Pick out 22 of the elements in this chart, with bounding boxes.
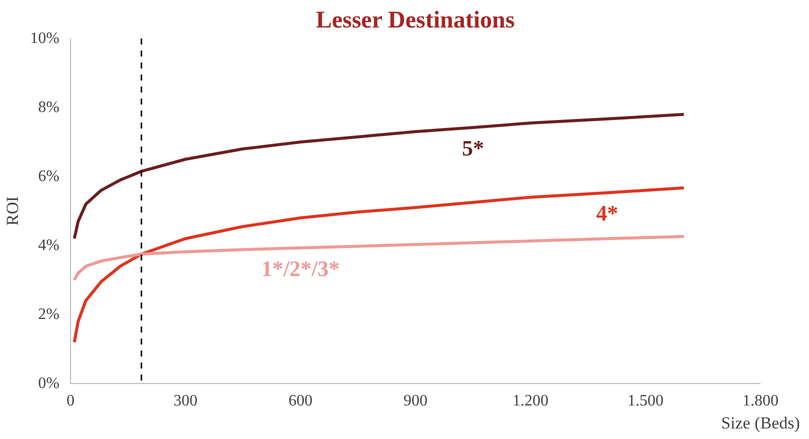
x-tick-label: 300 bbox=[174, 392, 198, 410]
chart-title: Lesser Destinations bbox=[316, 8, 515, 34]
x-tick-label: 1.500 bbox=[628, 392, 664, 410]
y-tick-label: 10% bbox=[30, 30, 60, 47]
series-label: 1*/2*/3* bbox=[261, 256, 340, 281]
y-tick-label: 0% bbox=[38, 375, 60, 392]
line-series bbox=[72, 112, 686, 240]
series-label: 5* bbox=[462, 136, 484, 161]
line-series bbox=[72, 186, 686, 344]
series-label: 4* bbox=[596, 200, 618, 226]
x-tick-label: 1.200 bbox=[512, 392, 548, 410]
y-tick-label: 4% bbox=[38, 237, 60, 254]
y-tick-label: 6% bbox=[38, 168, 60, 185]
x-tick-label: 1.800 bbox=[742, 392, 778, 410]
y-tick-label: 2% bbox=[38, 306, 60, 323]
y-axis-title: ROI bbox=[3, 196, 22, 226]
x-tick-label: 0 bbox=[66, 392, 74, 410]
x-axis-title: Size (Beds) bbox=[721, 414, 800, 432]
x-tick-label: 900 bbox=[404, 392, 428, 410]
line-series bbox=[72, 235, 686, 282]
x-tick-label: 600 bbox=[288, 392, 312, 410]
y-tick-label: 8% bbox=[38, 99, 60, 116]
